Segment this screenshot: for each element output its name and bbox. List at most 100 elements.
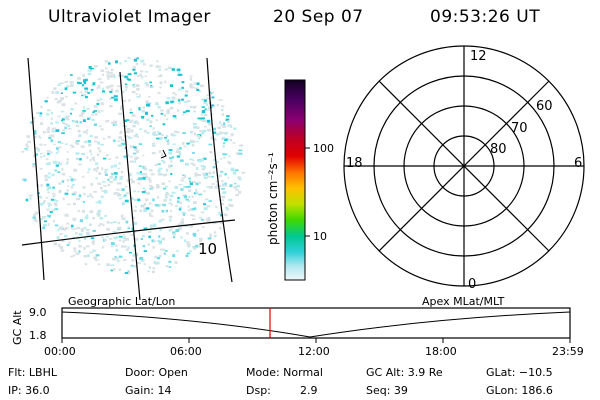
image-pixel [62, 129, 66, 132]
image-pixel [51, 91, 55, 94]
image-pixel [81, 153, 85, 155]
image-pixel [159, 86, 162, 89]
image-pixel [193, 132, 197, 136]
image-pixel [57, 115, 61, 118]
image-pixel [45, 196, 48, 199]
image-pixel [136, 150, 140, 153]
image-pixel [57, 146, 62, 149]
image-pixel [40, 143, 43, 146]
image-pixel [61, 172, 66, 176]
image-pixel [149, 169, 153, 172]
image-pixel [148, 179, 152, 183]
image-pixel [224, 182, 227, 185]
image-pixel [174, 93, 177, 96]
image-pixel [101, 236, 104, 239]
image-pixel [53, 202, 58, 206]
image-pixel [105, 67, 108, 70]
image-pixel [92, 243, 95, 245]
image-pixel [109, 237, 112, 240]
image-pixel [51, 198, 55, 201]
image-pixel [174, 261, 178, 264]
image-pixel [152, 127, 155, 130]
image-pixel [126, 154, 130, 157]
image-pixel [134, 198, 138, 201]
image-pixel [180, 236, 183, 239]
image-pixel [72, 254, 76, 257]
image-pixel [60, 246, 63, 249]
image-pixel [160, 173, 165, 176]
image-pixel [33, 130, 37, 132]
image-pixel [189, 141, 193, 144]
image-pixel [51, 127, 55, 131]
image-pixel [66, 85, 69, 89]
image-pixel [128, 271, 131, 275]
image-pixel [84, 263, 88, 266]
image-pixel [145, 100, 149, 104]
image-pixel [100, 128, 104, 131]
image-pixel [154, 261, 159, 265]
image-pixel [54, 204, 58, 207]
image-pixel [95, 177, 98, 180]
image-pixel [153, 261, 156, 264]
image-pixel [78, 245, 82, 248]
image-pixel [96, 102, 100, 106]
image-pixel [40, 105, 43, 109]
image-pixel [113, 139, 116, 143]
image-pixel [126, 179, 130, 182]
image-pixel [233, 186, 237, 189]
image-pixel [117, 221, 120, 225]
image-pixel [191, 86, 195, 89]
image-pixel [181, 81, 185, 84]
image-pixel [69, 81, 74, 84]
glat-status: GLat: −10.5 [486, 366, 553, 379]
image-pixel [177, 73, 181, 76]
image-pixel [55, 121, 59, 124]
image-pixel [112, 230, 117, 233]
image-pixel [178, 101, 181, 105]
image-pixel [45, 158, 49, 160]
image-pixel [145, 111, 148, 115]
image-pixel [103, 238, 107, 242]
image-pixel [216, 104, 219, 107]
image-pixel [81, 111, 85, 115]
image-pixel [166, 118, 169, 121]
image-pixel [220, 171, 224, 173]
image-pixel [202, 165, 206, 169]
image-pixel [67, 203, 71, 206]
image-pixel [198, 90, 201, 93]
image-pixel [72, 228, 77, 230]
image-pixel [123, 194, 127, 197]
image-pixel [136, 87, 140, 91]
image-pixel [129, 112, 133, 114]
image-pixel [110, 245, 114, 248]
image-pixel [133, 84, 136, 88]
image-pixel [184, 175, 187, 178]
image-pixel [211, 175, 214, 178]
image-pixel [33, 218, 37, 221]
image-pixel [143, 129, 147, 133]
image-pixel [213, 138, 217, 141]
image-pixel [38, 135, 41, 138]
image-pixel [162, 161, 166, 164]
image-pixel [105, 120, 110, 123]
image-pixel [145, 83, 149, 87]
image-pixel [172, 134, 176, 137]
image-pixel [162, 237, 166, 241]
image-pixel [78, 233, 83, 236]
image-pixel [146, 103, 150, 107]
image-pixel [142, 106, 145, 109]
image-pixel [176, 109, 180, 112]
image-pixel [223, 156, 226, 159]
image-pixel [64, 192, 69, 195]
image-pixel [221, 184, 225, 187]
image-pixel [93, 105, 98, 108]
image-pixel [125, 248, 129, 251]
image-pixel [236, 152, 240, 155]
image-pixel [171, 156, 175, 159]
image-pixel [72, 217, 77, 221]
image-pixel [75, 141, 79, 145]
image-pixel [142, 235, 145, 237]
x-tick-0600: 06:00 [170, 345, 202, 358]
image-pixel [159, 74, 163, 77]
image-pixel [204, 114, 208, 117]
